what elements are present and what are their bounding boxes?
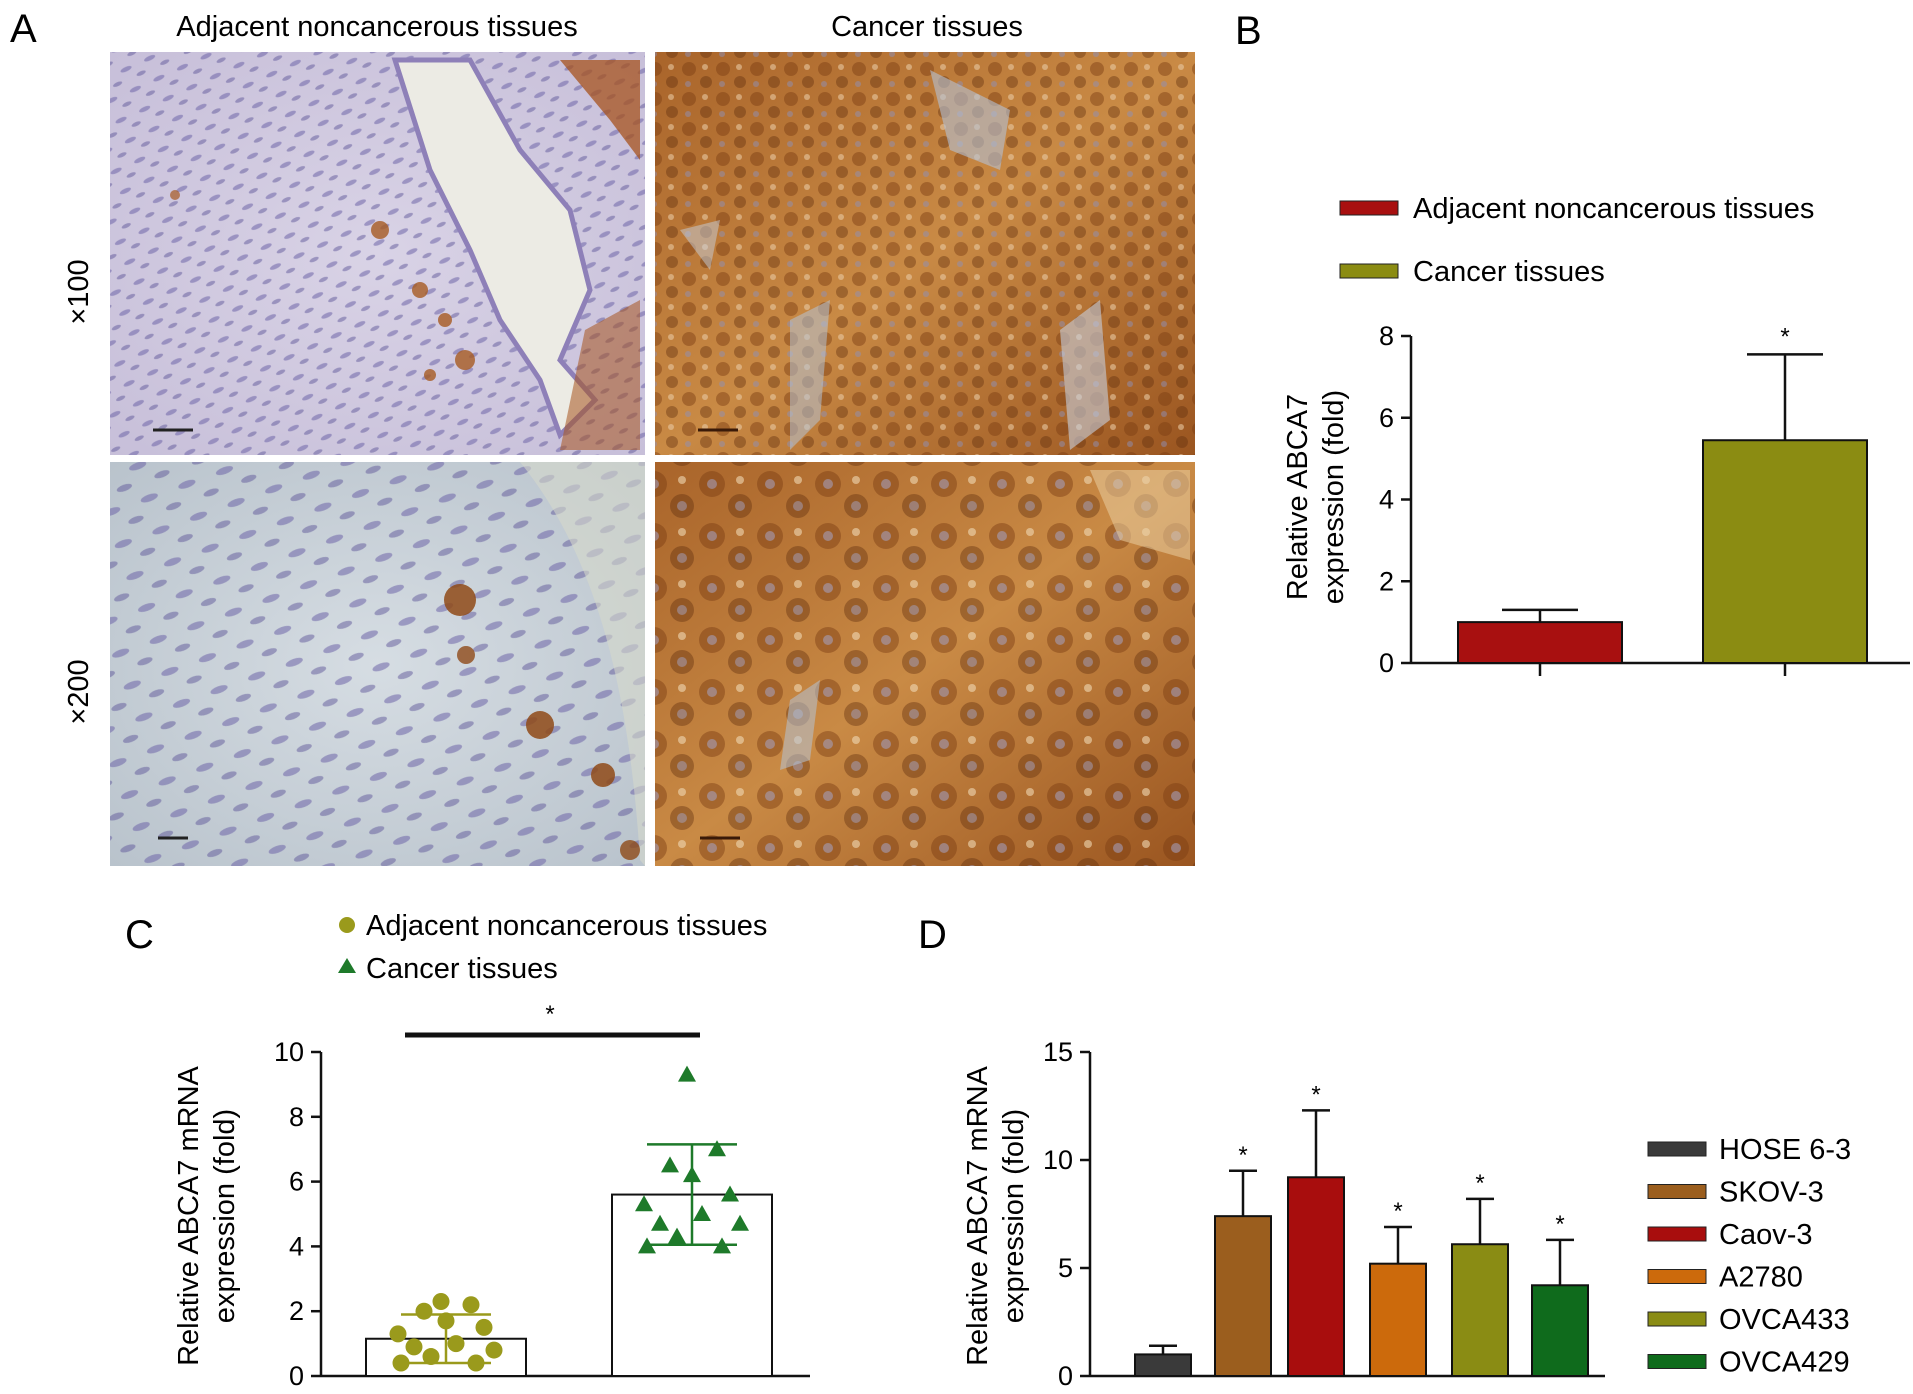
chart-c-legend-marker-triangle: [338, 958, 356, 973]
chart-c-y-tick-label: 8: [289, 1102, 304, 1132]
chart-c-point-triangle: [708, 1140, 726, 1157]
chart-c-legend-marker-circle: [339, 917, 355, 933]
chart-c-point-triangle: [721, 1185, 739, 1202]
chart-d-legend-swatch: [1647, 1269, 1707, 1284]
chart-d-legend-label: SKOV-3: [1719, 1177, 1824, 1209]
chart-c-point-circle: [422, 1348, 440, 1366]
chart-d-legend-label: A2780: [1719, 1262, 1803, 1294]
chart-d-legend-label: Caov-3: [1719, 1219, 1813, 1251]
chart-c-point-circle: [405, 1338, 423, 1356]
chart-b-y-tick-label: 2: [1379, 566, 1394, 596]
chart-d-y-tick-label: 15: [1043, 1037, 1073, 1067]
chart-c-legend-label: Cancer tissues: [366, 953, 558, 985]
chart-d-significance-star: *: [1311, 1081, 1320, 1108]
micrograph-cancer-x100: [655, 52, 1195, 455]
chart-d-bar: [1531, 1284, 1589, 1378]
chart-d-significance-star: *: [1475, 1170, 1484, 1197]
chart-c-point-circle: [437, 1312, 455, 1330]
panel-a-col-label-cancer: Cancer tissues: [831, 11, 1023, 43]
chart-c-point-circle: [462, 1296, 480, 1314]
chart-c-point-triangle: [668, 1227, 686, 1244]
chart-d-bar: 0 5 10 15 * * * * * Relative ABCA7 mRNA expression…: [962, 1037, 1851, 1391]
chart-b-bar: [1457, 621, 1623, 664]
chart-c-point-circle: [467, 1354, 485, 1372]
chart-d-legend-label: OVCA433: [1719, 1304, 1850, 1336]
chart-c-point-circle: [447, 1335, 465, 1353]
chart-c-point-triangle: [678, 1065, 696, 1082]
micrograph-adjacent-x100: [110, 52, 645, 455]
chart-d-legend-label: HOSE 6-3: [1719, 1134, 1851, 1166]
chart-d-y-axis-title: Relative ABCA7 mRNA: [962, 1065, 994, 1365]
chart-d-bar: [1369, 1262, 1427, 1378]
panel-a-letter: A: [10, 7, 37, 51]
chart-d-bar: [1214, 1215, 1272, 1378]
chart-c-point-triangle: [635, 1195, 653, 1212]
chart-c-point-circle: [475, 1318, 493, 1336]
chart-d-significance-star: *: [1555, 1211, 1564, 1238]
chart-c-y-tick-label: 10: [274, 1037, 304, 1067]
panel-a-col-label-adjacent: Adjacent noncancerous tissues: [176, 11, 577, 43]
chart-b-significance-star: *: [1780, 323, 1789, 350]
chart-c-point-triangle: [693, 1205, 711, 1221]
panel-a-row-label-200: ×200: [63, 659, 95, 724]
chart-b-y-axis-title: expression (fold): [1318, 390, 1350, 604]
chart-c-point-circle: [415, 1302, 433, 1320]
chart-d-y-tick-label: 5: [1058, 1253, 1073, 1283]
chart-b-y-axis-title: Relative ABCA7: [1282, 394, 1314, 600]
micrograph-adjacent-x200: [110, 462, 645, 866]
chart-b-legend-label: Cancer tissues: [1413, 256, 1605, 288]
chart-b-bar: [1702, 439, 1868, 665]
chart-c-point-triangle: [661, 1156, 679, 1173]
chart-d-bar: [1451, 1243, 1509, 1377]
chart-d-y-tick-label: 0: [1058, 1361, 1073, 1391]
chart-c-point-circle: [432, 1292, 450, 1310]
chart-c-point-triangle: [651, 1214, 669, 1231]
chart-c-point-triangle: [638, 1237, 656, 1254]
chart-c-point-triangle: [731, 1214, 749, 1231]
chart-d-legend-label: OVCA429: [1719, 1347, 1850, 1379]
chart-b-y-tick-label: 4: [1379, 485, 1394, 515]
chart-d-y-axis-title: expression (fold): [998, 1109, 1030, 1323]
chart-d-legend-swatch: [1647, 1184, 1707, 1199]
chart-d-legend-swatch: [1647, 1141, 1707, 1157]
chart-d-significance-star: *: [1393, 1198, 1402, 1225]
chart-c-point-triangle: [713, 1237, 731, 1254]
chart-b-y-tick-label: 6: [1379, 403, 1394, 433]
chart-b-y-tick-label: 8: [1379, 321, 1394, 351]
chart-b-legend-swatch: [1339, 200, 1399, 216]
chart-c-significance-star: *: [545, 1001, 554, 1028]
chart-c-y-tick-label: 2: [289, 1296, 304, 1326]
chart-c-y-axis-title: Relative ABCA7 mRNA: [173, 1065, 205, 1365]
chart-c-y-axis-title: expression (fold): [209, 1109, 241, 1323]
chart-c-y-tick-label: 0: [289, 1361, 304, 1391]
panel-d-letter: D: [918, 913, 947, 957]
chart-c-point-circle: [389, 1325, 407, 1343]
chart-d-bar: [1134, 1353, 1192, 1378]
chart-d-bar: [1287, 1176, 1345, 1378]
panel-c-letter: C: [125, 913, 154, 957]
chart-c-point-triangle: [683, 1166, 701, 1183]
chart-b-bar: Adjacent noncancerous tissues Cancer tiss…: [1282, 193, 1910, 678]
chart-c-legend-label: Adjacent noncancerous tissues: [366, 910, 767, 942]
chart-b-y-tick-label: 0: [1379, 648, 1394, 678]
chart-d-legend-swatch: [1647, 1354, 1707, 1369]
chart-d-significance-star: *: [1238, 1142, 1247, 1169]
panel-a-row-label-100: ×100: [63, 259, 95, 324]
panel-b-letter: B: [1235, 9, 1262, 53]
chart-c-y-tick-label: 6: [289, 1167, 304, 1197]
chart-c-y-tick-label: 4: [289, 1231, 304, 1261]
chart-c-point-circle: [392, 1354, 410, 1372]
chart-c-point-circle: [485, 1341, 503, 1359]
chart-c-scatter: Adjacent noncancerous tissues Cancer tiss…: [173, 910, 810, 1391]
chart-d-y-tick-label: 10: [1043, 1145, 1073, 1175]
chart-d-legend-swatch: [1647, 1226, 1707, 1242]
chart-b-legend-label: Adjacent noncancerous tissues: [1413, 193, 1814, 225]
chart-d-legend-swatch: [1647, 1311, 1707, 1327]
chart-b-legend-swatch: [1339, 263, 1399, 279]
micrograph-cancer-x200: [655, 462, 1195, 866]
